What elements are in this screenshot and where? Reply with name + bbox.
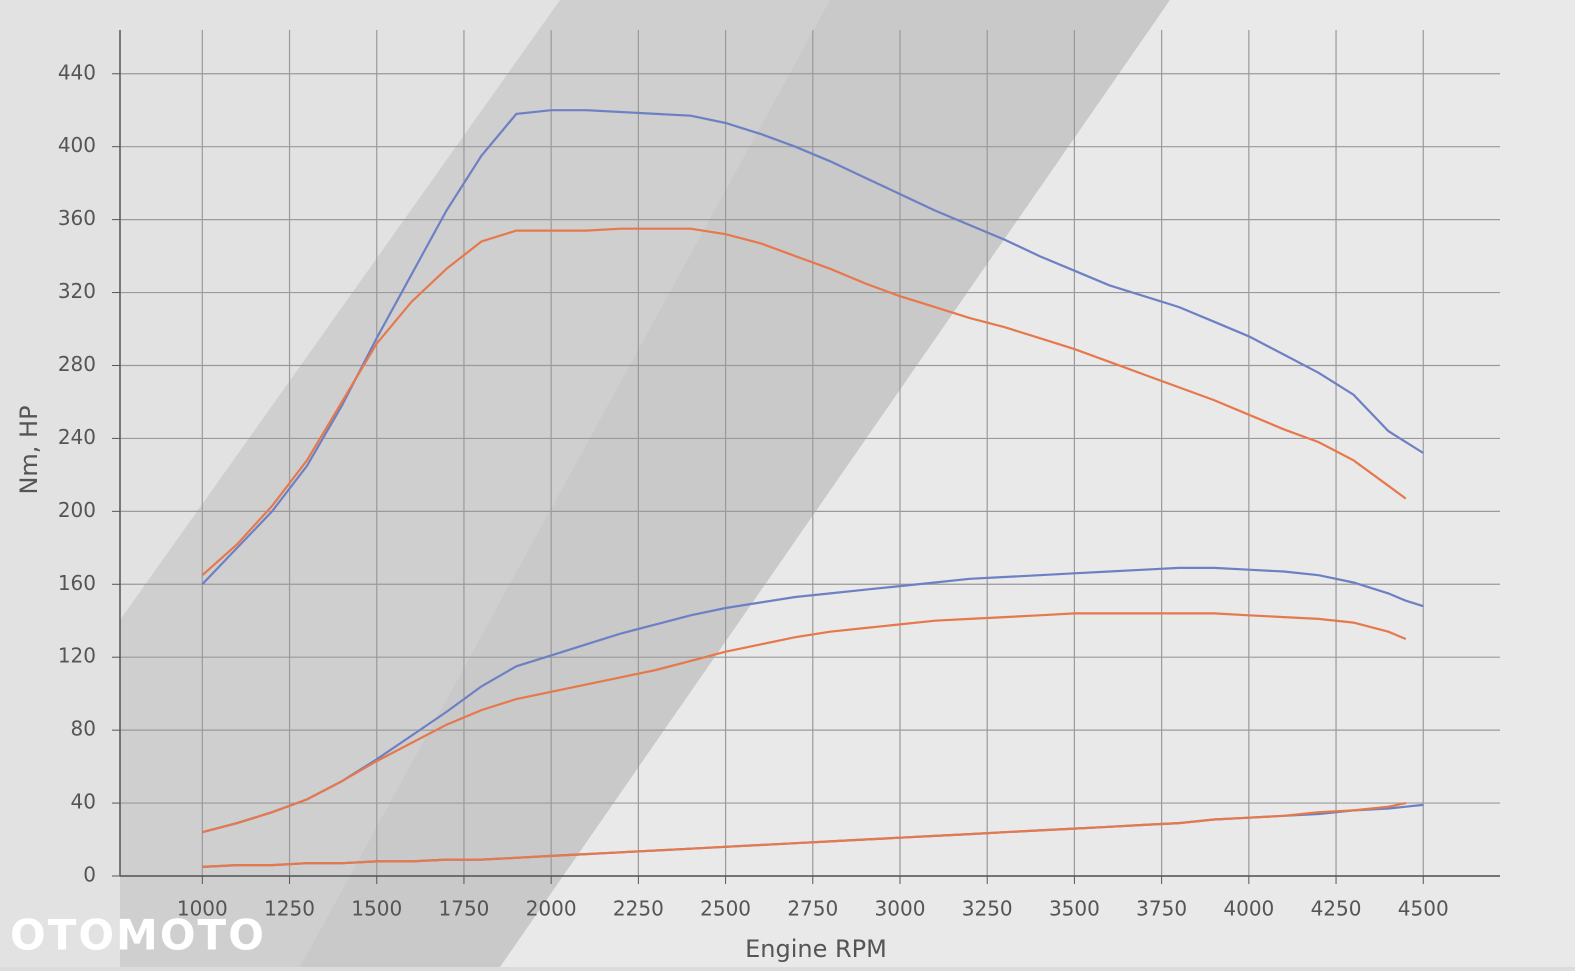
x-tick-label: 3750 [1136, 897, 1187, 921]
x-tick-label: 3250 [962, 897, 1013, 921]
y-axis-label: Nm, HP [15, 405, 43, 494]
y-tick-label: 200 [58, 498, 96, 522]
y-tick-label: 40 [71, 790, 96, 814]
x-tick-label: 1750 [439, 897, 490, 921]
x-tick-label: 4250 [1311, 897, 1362, 921]
data-line [202, 566, 1424, 834]
watermark: OTOMOTO [10, 911, 266, 960]
x-tick-label: 4000 [1223, 897, 1274, 921]
x-tick-label: 3000 [875, 897, 926, 921]
x-tick-label: 2250 [613, 897, 664, 921]
y-tick-label: 160 [58, 571, 96, 595]
x-tick-label: 1000 [177, 897, 228, 921]
x-axis-label: Engine RPM [745, 935, 887, 963]
y-tick-label: 320 [58, 279, 96, 303]
y-tick-label: 80 [71, 717, 96, 741]
data-line [201, 109, 1424, 586]
plot-area: 0 40 80 120 160 200 240 280 320 360 400 440 1000 1250… [58, 30, 1500, 921]
y-tick-label: 280 [58, 352, 96, 376]
y-tick-label: 360 [58, 206, 96, 230]
data-line [201, 227, 1407, 577]
x-tick-label: 3500 [1049, 897, 1100, 921]
y-tick-label: 400 [58, 133, 96, 157]
y-tick-label: 440 [58, 60, 96, 84]
data-line [202, 612, 1407, 834]
shade-band [500, 0, 1575, 967]
shade-band [300, 0, 1170, 967]
y-tick-label: 0 [83, 863, 96, 887]
x-tick-label: 2750 [787, 897, 838, 921]
y-tick-label: 240 [58, 425, 96, 449]
x-tick-label: 1250 [264, 897, 315, 921]
x-tick-label: 2000 [526, 897, 577, 921]
data-line [202, 802, 1407, 868]
x-tick-label: 4500 [1398, 897, 1449, 921]
y-tick-label: 120 [58, 644, 96, 668]
x-tick-label: 1500 [351, 897, 402, 921]
x-tick-label: 2500 [700, 897, 751, 921]
